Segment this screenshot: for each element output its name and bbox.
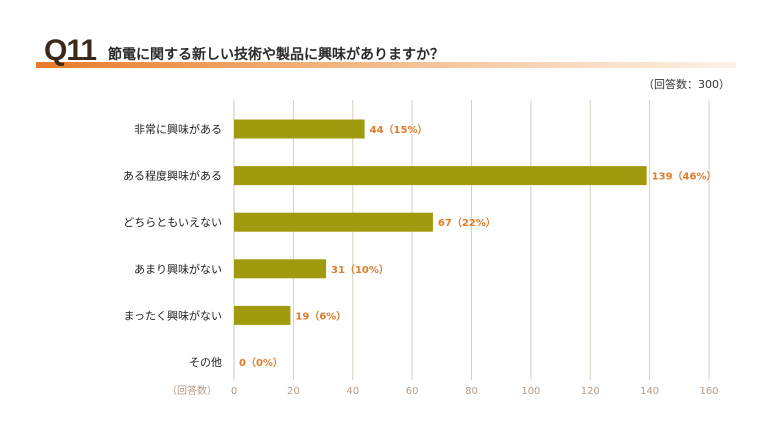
value-label: 19（6%） <box>295 309 346 322</box>
question-text: 節電に関する新しい技術や製品に興味がありますか？ <box>108 47 444 63</box>
x-tick-label: 100 <box>521 386 540 397</box>
bar <box>234 212 433 232</box>
bar <box>234 166 647 186</box>
bar <box>234 119 365 139</box>
value-label: 31（10%） <box>331 263 389 276</box>
category-label: ある程度興味がある <box>123 169 222 183</box>
category-label: どちらともいえない <box>123 216 222 229</box>
bar <box>234 259 327 279</box>
x-tick-label: 20 <box>287 386 300 397</box>
x-tick-label: 160 <box>699 386 718 397</box>
value-label: 0（0%） <box>239 356 283 369</box>
category-label: まったく興味がない <box>123 308 222 322</box>
x-axis-title: （回答数） <box>167 384 217 397</box>
category-label: 非常に興味がある <box>134 122 222 136</box>
x-tick-label: 80 <box>465 386 478 397</box>
header-accent-band <box>36 62 736 68</box>
x-tick-label: 40 <box>346 386 359 397</box>
x-tick-label: 120 <box>581 386 600 397</box>
respondent-count: （回答数：300） <box>643 78 730 91</box>
question-number: Q11 <box>44 34 97 67</box>
value-label: 44（15%） <box>370 123 428 136</box>
x-tick-label: 0 <box>231 386 237 397</box>
value-label: 139（46%） <box>652 170 717 183</box>
bar <box>234 305 291 325</box>
category-label: あまり興味がない <box>134 262 222 276</box>
value-label: 67（22%） <box>438 216 496 229</box>
category-label: その他 <box>189 356 222 369</box>
question-header: Q11 節電に関する新しい技術や製品に興味がありますか？ <box>36 34 736 72</box>
x-tick-label: 60 <box>406 386 419 397</box>
x-tick-label: 140 <box>640 386 659 397</box>
